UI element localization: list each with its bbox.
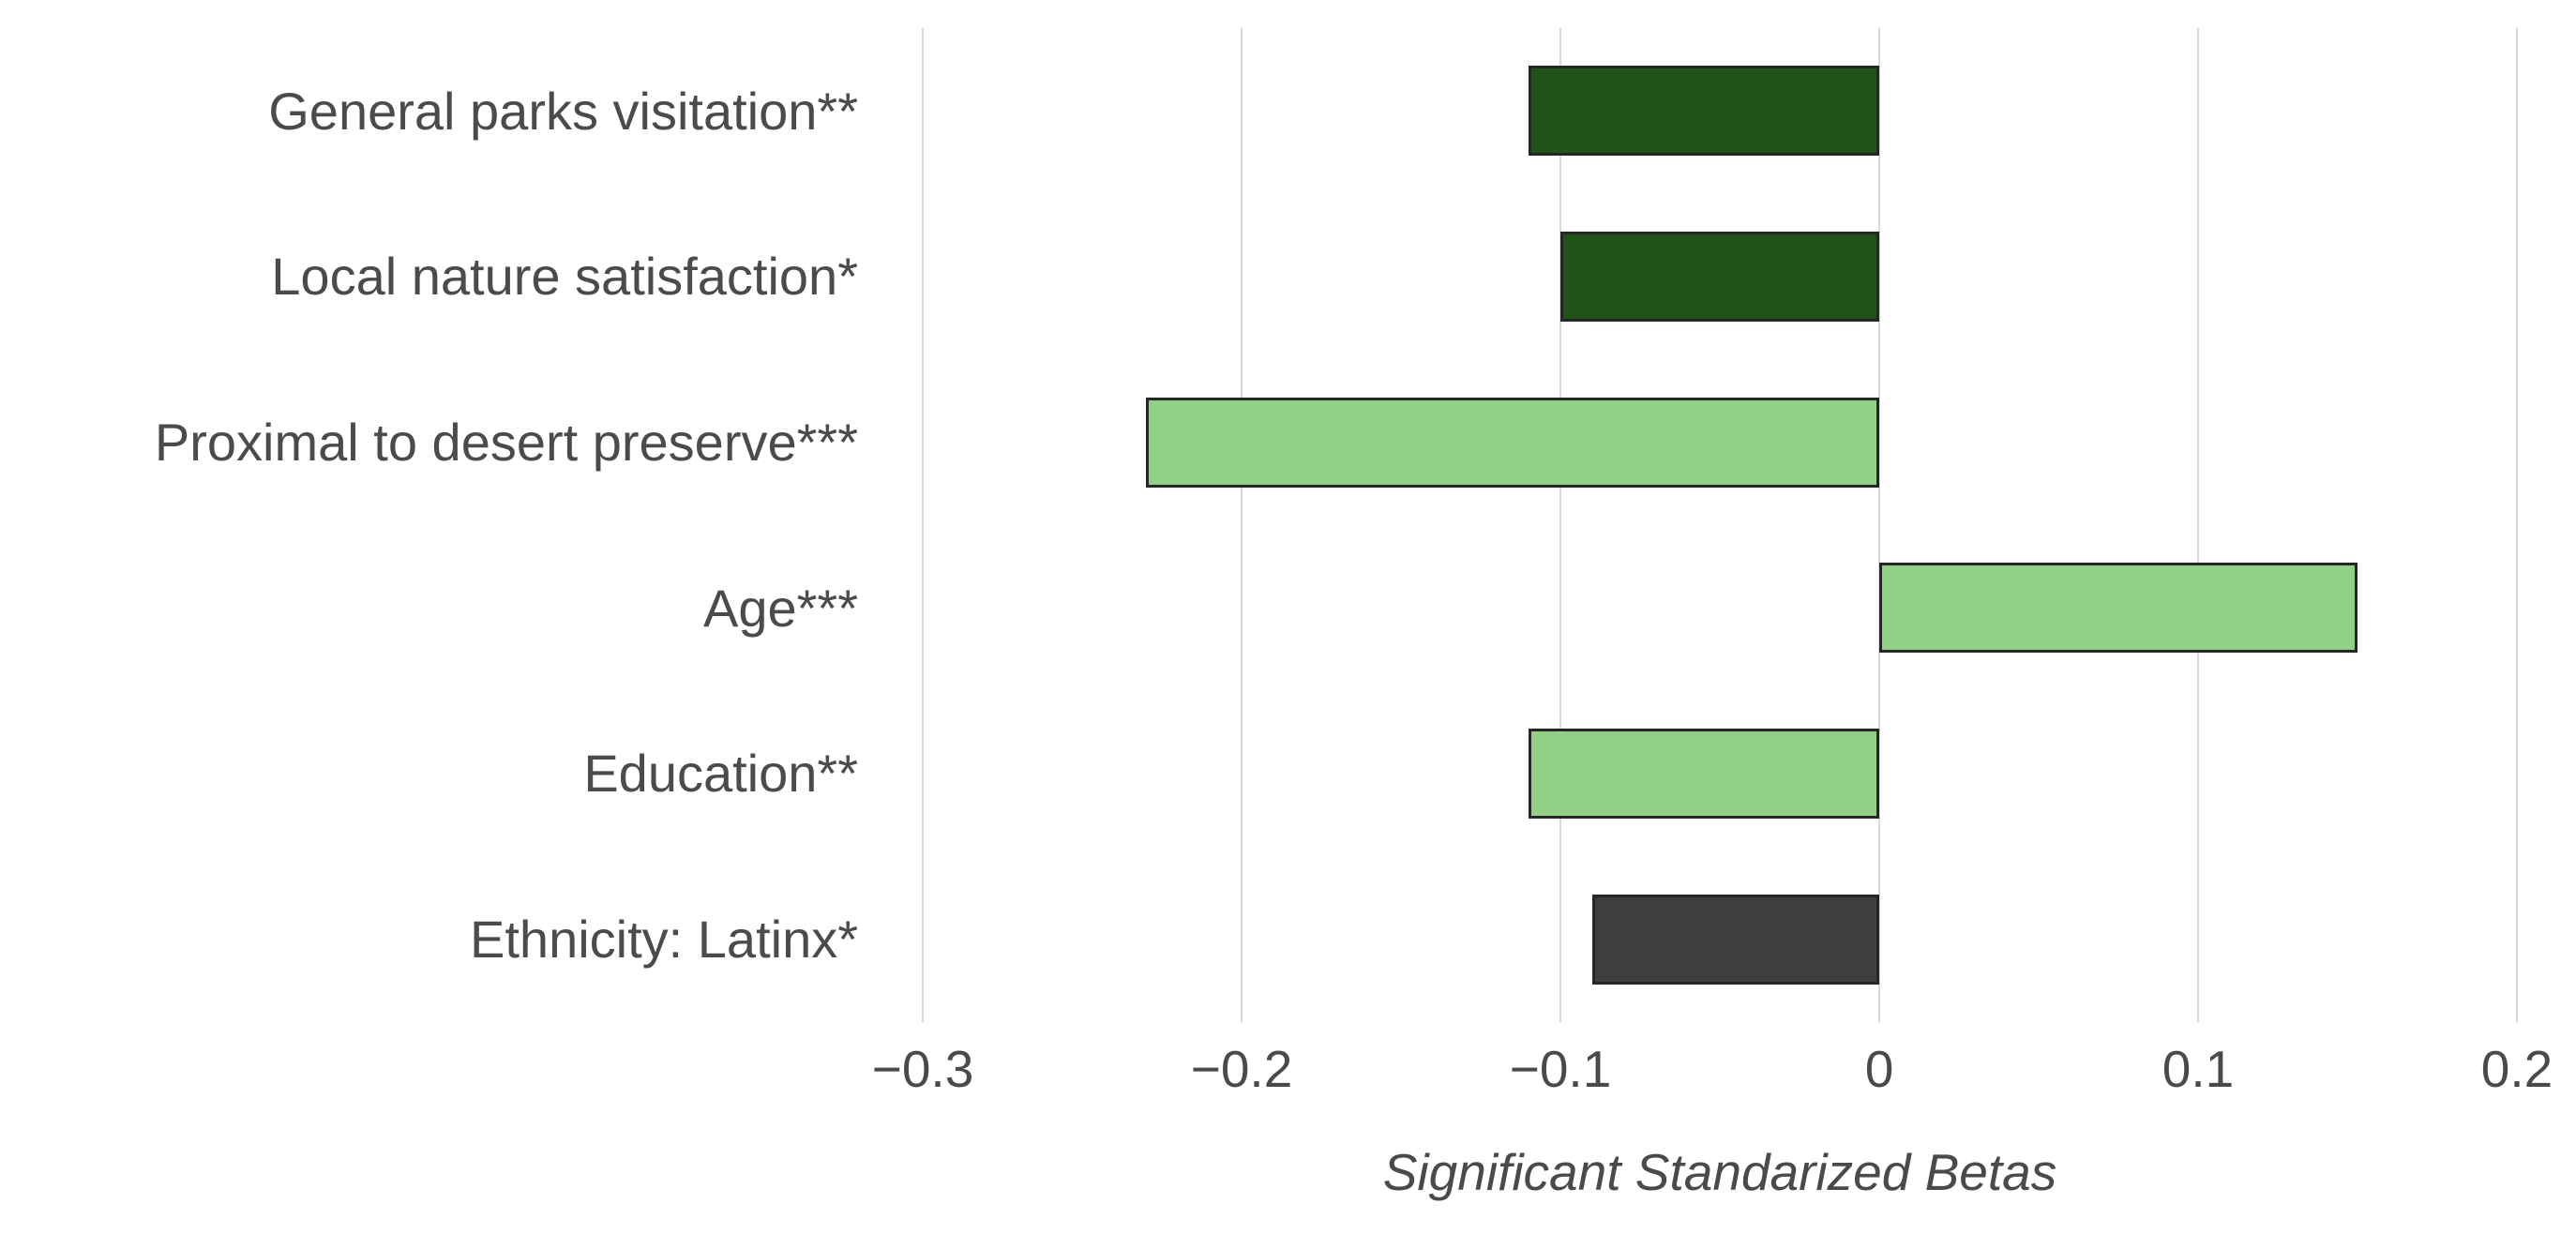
gridline-0 bbox=[1878, 28, 1880, 1022]
x-tick-label: −0.3 bbox=[871, 1040, 974, 1098]
category-label-local-nature-satisfaction: Local nature satisfaction* bbox=[271, 247, 858, 307]
category-label-general-parks-visitation: General parks visitation** bbox=[268, 81, 858, 141]
x-axis-title: Significant Standarized Betas bbox=[1382, 1143, 2057, 1201]
bar-age bbox=[1879, 563, 2358, 654]
gridline-0.1 bbox=[2197, 28, 2199, 1022]
x-tick-label: 0.2 bbox=[2480, 1040, 2553, 1098]
gridline-−0.3 bbox=[922, 28, 924, 1022]
category-label-age: Age*** bbox=[702, 578, 858, 638]
x-tick-label: 0.1 bbox=[2162, 1040, 2235, 1098]
category-label-education: Education** bbox=[583, 744, 858, 804]
gridline-−0.1 bbox=[1559, 28, 1561, 1022]
x-tick-label: 0 bbox=[1864, 1040, 1894, 1098]
category-label-ethnicity-latinx: Ethnicity: Latinx* bbox=[470, 910, 858, 970]
bar-local-nature-satisfaction bbox=[1560, 232, 1879, 322]
bar-proximal-to-desert-preserve bbox=[1146, 397, 1879, 488]
plot-area bbox=[922, 28, 2518, 1022]
category-label-proximal-to-desert-preserve: Proximal to desert preserve*** bbox=[154, 413, 858, 473]
category-labels: General parks visitation** Local nature s… bbox=[0, 28, 858, 1022]
x-tick-label: −0.2 bbox=[1190, 1040, 1293, 1098]
bar-general-parks-visitation bbox=[1529, 66, 1879, 157]
x-axis-ticks: −0.3 −0.2 −0.1 0 0.1 0.2 bbox=[0, 1039, 2576, 1105]
bar-education bbox=[1529, 729, 1879, 819]
x-tick-label: −0.1 bbox=[1509, 1040, 1612, 1098]
bar-ethnicity-latinx bbox=[1592, 894, 1879, 985]
gridline-−0.2 bbox=[1241, 28, 1243, 1022]
gridline-0.2 bbox=[2516, 28, 2518, 1022]
